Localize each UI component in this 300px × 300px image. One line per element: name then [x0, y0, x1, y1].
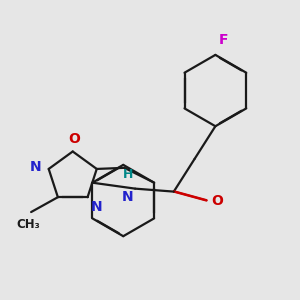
Text: F: F	[218, 34, 228, 47]
Text: N: N	[91, 200, 102, 214]
Text: N: N	[30, 160, 41, 175]
Text: O: O	[68, 131, 80, 146]
Text: O: O	[211, 194, 223, 208]
Text: N: N	[122, 190, 134, 204]
Text: H: H	[123, 168, 134, 181]
Text: CH₃: CH₃	[16, 218, 40, 231]
